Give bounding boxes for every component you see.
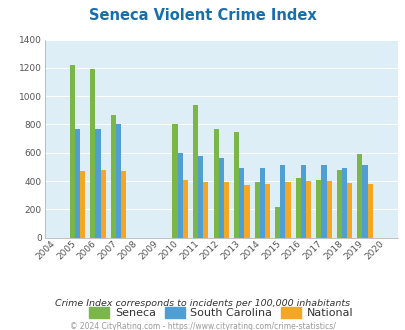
Bar xyxy=(75,129,80,238)
Bar xyxy=(279,165,285,238)
Bar xyxy=(315,180,321,238)
Bar xyxy=(356,154,362,238)
Bar xyxy=(111,115,116,238)
Bar xyxy=(239,168,244,238)
Bar xyxy=(116,124,121,238)
Bar xyxy=(198,156,203,238)
Text: © 2024 CityRating.com - https://www.cityrating.com/crime-statistics/: © 2024 CityRating.com - https://www.city… xyxy=(70,322,335,330)
Bar xyxy=(259,168,264,238)
Bar xyxy=(203,182,208,238)
Bar xyxy=(218,158,223,238)
Bar xyxy=(305,181,310,238)
Bar xyxy=(254,182,259,238)
Bar xyxy=(295,178,300,238)
Bar xyxy=(177,153,182,238)
Bar xyxy=(172,124,177,238)
Bar xyxy=(326,181,331,238)
Bar xyxy=(192,105,198,238)
Bar xyxy=(213,129,218,238)
Bar xyxy=(346,183,351,238)
Bar xyxy=(341,168,346,238)
Bar xyxy=(367,184,372,238)
Bar xyxy=(70,65,75,238)
Bar xyxy=(234,132,239,238)
Bar xyxy=(182,180,188,238)
Bar xyxy=(100,170,105,238)
Legend: Seneca, South Carolina, National: Seneca, South Carolina, National xyxy=(85,303,357,322)
Bar xyxy=(336,170,341,238)
Bar xyxy=(90,69,95,238)
Bar xyxy=(80,171,85,238)
Bar xyxy=(244,184,249,238)
Bar xyxy=(95,129,100,238)
Text: Crime Index corresponds to incidents per 100,000 inhabitants: Crime Index corresponds to incidents per… xyxy=(55,299,350,308)
Bar xyxy=(300,165,305,238)
Text: Seneca Violent Crime Index: Seneca Violent Crime Index xyxy=(89,8,316,23)
Bar xyxy=(321,165,326,238)
Bar xyxy=(121,171,126,238)
Bar xyxy=(362,165,367,238)
Bar xyxy=(223,182,228,238)
Bar xyxy=(275,207,279,238)
Bar xyxy=(285,182,290,238)
Bar xyxy=(264,184,269,238)
